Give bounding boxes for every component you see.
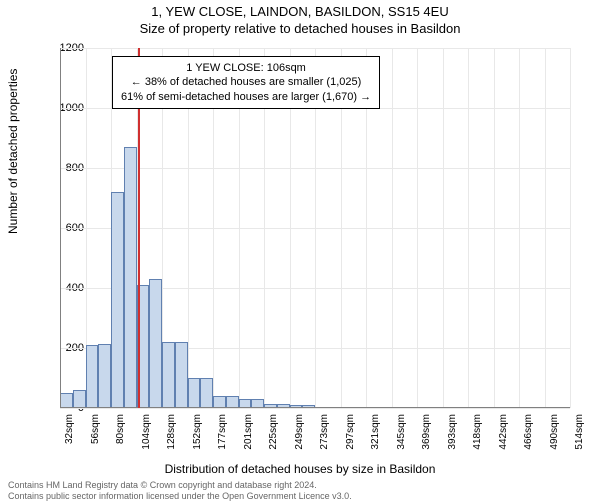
x-tick-label: 321sqm xyxy=(370,414,381,454)
info-line3: 61% of semi-detached houses are larger (… xyxy=(121,90,371,104)
x-tick-label: 104sqm xyxy=(141,414,152,454)
y-axis-label: Number of detached properties xyxy=(6,69,20,234)
grid-line xyxy=(392,48,393,408)
x-tick-label: 56sqm xyxy=(90,414,101,454)
histogram-bar xyxy=(188,378,201,408)
x-axis-line xyxy=(60,407,570,408)
grid-line xyxy=(443,48,444,408)
x-tick-label: 514sqm xyxy=(574,414,585,454)
x-tick-label: 249sqm xyxy=(294,414,305,454)
histogram-bar xyxy=(86,345,99,408)
footer-line1: Contains HM Land Registry data © Crown c… xyxy=(8,480,352,491)
grid-line xyxy=(570,48,571,408)
grid-line xyxy=(60,408,570,409)
x-tick-label: 442sqm xyxy=(498,414,509,454)
grid-line xyxy=(417,48,418,408)
x-tick-label: 345sqm xyxy=(396,414,407,454)
histogram-bar xyxy=(162,342,175,408)
histogram-bar xyxy=(73,390,86,408)
x-tick-label: 80sqm xyxy=(115,414,126,454)
footer: Contains HM Land Registry data © Crown c… xyxy=(8,480,352,502)
histogram-bar xyxy=(175,342,188,408)
x-tick-label: 177sqm xyxy=(217,414,228,454)
x-tick-label: 273sqm xyxy=(319,414,330,454)
chart-container: 1, YEW CLOSE, LAINDON, BASILDON, SS15 4E… xyxy=(0,4,600,504)
x-tick-label: 152sqm xyxy=(192,414,203,454)
histogram-bar xyxy=(200,378,213,408)
x-tick-label: 201sqm xyxy=(243,414,254,454)
info-line2: ← 38% of detached houses are smaller (1,… xyxy=(121,75,371,89)
x-tick-label: 128sqm xyxy=(166,414,177,454)
x-tick-label: 490sqm xyxy=(549,414,560,454)
x-tick-label: 418sqm xyxy=(472,414,483,454)
title-subtitle: Size of property relative to detached ho… xyxy=(0,21,600,36)
x-tick-label: 369sqm xyxy=(421,414,432,454)
info-line1: 1 YEW CLOSE: 106sqm xyxy=(121,61,371,75)
histogram-bar xyxy=(149,279,162,408)
x-tick-label: 225sqm xyxy=(268,414,279,454)
grid-line xyxy=(468,48,469,408)
grid-line xyxy=(494,48,495,408)
histogram-bar xyxy=(124,147,137,408)
x-tick-label: 393sqm xyxy=(447,414,458,454)
x-tick-label: 297sqm xyxy=(345,414,356,454)
x-tick-label: 32sqm xyxy=(64,414,75,454)
histogram-bar xyxy=(60,393,73,408)
grid-line xyxy=(545,48,546,408)
histogram-bar xyxy=(98,344,111,409)
grid-line xyxy=(519,48,520,408)
x-tick-label: 466sqm xyxy=(523,414,534,454)
histogram-bar xyxy=(111,192,124,408)
y-axis-line xyxy=(60,48,61,408)
info-box: 1 YEW CLOSE: 106sqm ← 38% of detached ho… xyxy=(112,56,380,109)
title-address: 1, YEW CLOSE, LAINDON, BASILDON, SS15 4E… xyxy=(0,4,600,19)
x-axis-label: Distribution of detached houses by size … xyxy=(0,462,600,476)
footer-line2: Contains public sector information licen… xyxy=(8,491,352,502)
